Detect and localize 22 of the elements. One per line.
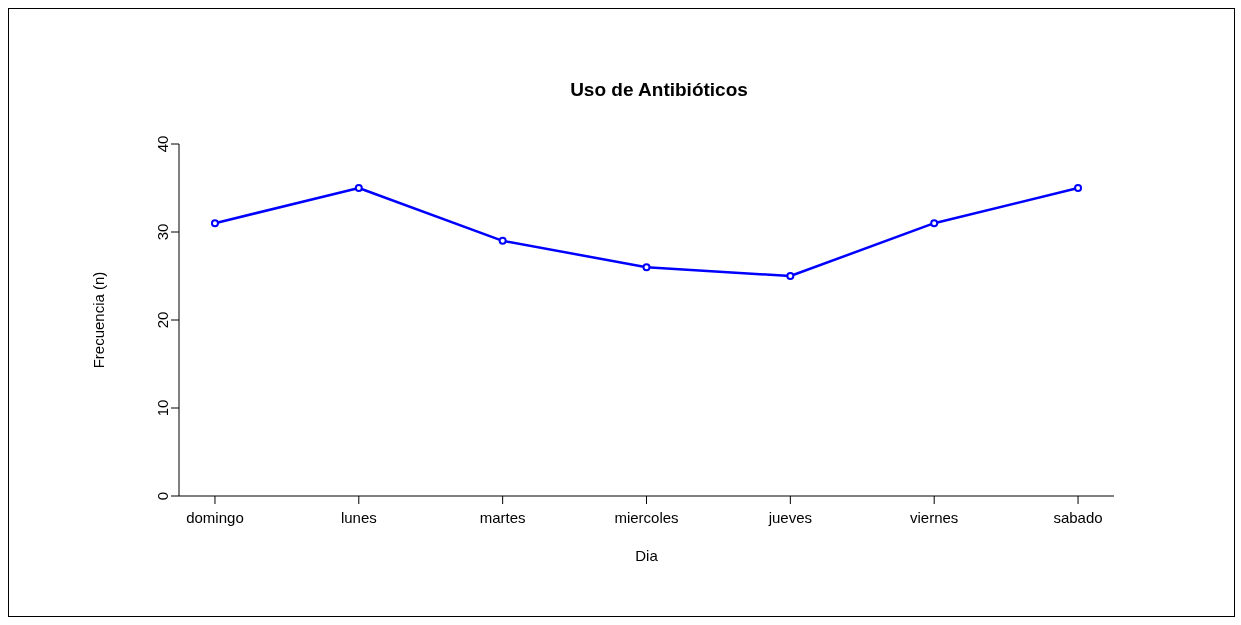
y-axis-title: Frecuencia (n) bbox=[90, 271, 108, 369]
point bbox=[498, 236, 507, 245]
point bbox=[1074, 184, 1083, 192]
x-tick-label: martes bbox=[479, 508, 526, 526]
point bbox=[786, 272, 795, 280]
x-tick-label: domingo bbox=[186, 508, 244, 526]
point bbox=[642, 263, 651, 272]
y-tick-label: 30 bbox=[154, 223, 172, 241]
point bbox=[930, 219, 939, 228]
x-tick-label: jueves bbox=[767, 508, 813, 526]
point bbox=[354, 184, 363, 192]
x-tick-label: lunes bbox=[340, 508, 377, 526]
y-tick-label: 20 bbox=[154, 311, 172, 329]
x-tick-label: sabado bbox=[1053, 508, 1103, 526]
y-tick-label: 10 bbox=[154, 399, 172, 417]
chart-title: Uso de Antibióticos bbox=[569, 79, 749, 101]
x-tick-label: viernes bbox=[910, 508, 959, 526]
x-axis-title: Dia bbox=[635, 547, 659, 564]
y-tick-label: 0 bbox=[154, 491, 172, 501]
y-tick-label: 40 bbox=[154, 135, 172, 153]
point bbox=[210, 219, 219, 228]
x-tick-label: miercoles bbox=[614, 508, 679, 526]
